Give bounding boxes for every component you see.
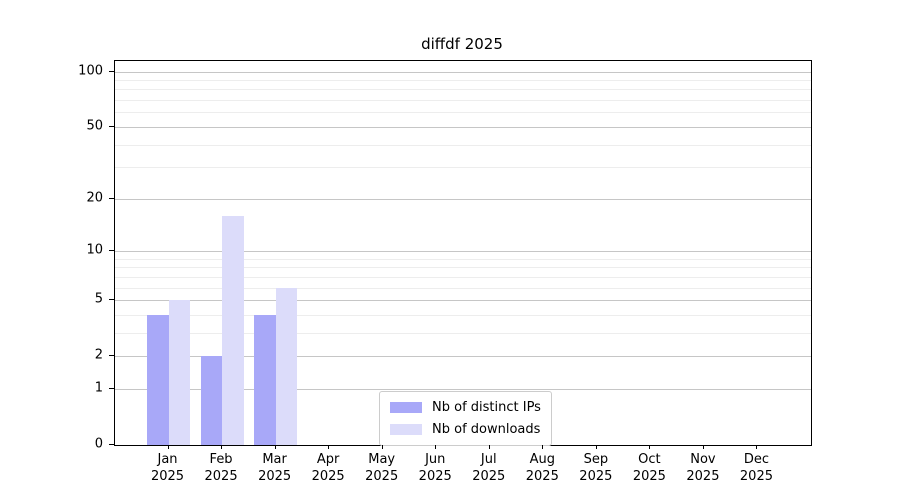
minor-gridline (115, 314, 811, 316)
bar-distinct-ips (254, 314, 276, 445)
minor-gridline (115, 287, 811, 289)
y-tick-label: 50 (86, 118, 103, 134)
x-tick-year: 2025 (686, 469, 720, 484)
legend-label: Nb of distinct IPs (432, 400, 541, 415)
x-tick-year: 2025 (150, 469, 185, 484)
minor-gridline (115, 276, 811, 278)
x-tick-year: 2025 (365, 469, 399, 484)
x-tick-year: 2025 (418, 469, 452, 484)
minor-gridline (115, 332, 811, 334)
bar-downloads (168, 300, 191, 445)
legend-label: Nb of downloads (432, 422, 541, 437)
minor-gridline (115, 80, 811, 82)
bar-downloads (222, 215, 244, 445)
x-tick-mark (328, 445, 330, 449)
y-tick-mark (109, 197, 114, 199)
y-tick-label: 20 (86, 190, 103, 206)
major-gridline (115, 71, 811, 73)
x-tick-mark (274, 445, 276, 449)
x-tick-label: Jul 2025 (459, 451, 519, 485)
major-gridline (115, 356, 811, 358)
major-gridline (115, 126, 811, 128)
y-tick-label: 0 (94, 436, 103, 452)
legend-swatch (390, 424, 422, 435)
x-tick-mark (756, 445, 758, 449)
y-tick-mark (109, 249, 114, 251)
bar-distinct-ips (200, 356, 223, 445)
x-tick-label: Apr 2025 (298, 451, 358, 485)
minor-gridline (115, 89, 811, 91)
legend-entry: Nb of distinct IPs (390, 400, 541, 415)
x-tick-mark (381, 445, 383, 449)
minor-gridline (115, 112, 811, 114)
x-tick-mark (649, 445, 651, 449)
y-tick-mark (109, 70, 114, 72)
x-tick-year: 2025 (579, 469, 613, 484)
x-tick-label: Oct 2025 (619, 451, 679, 485)
x-tick-year: 2025 (632, 469, 666, 484)
x-tick-mark (488, 445, 490, 449)
y-tick-mark (109, 299, 114, 301)
plot-area: Nb of distinct IPs Nb of downloads (114, 60, 812, 446)
x-tick-year: 2025 (204, 469, 238, 484)
y-tick-label: 1 (94, 380, 103, 396)
legend: Nb of distinct IPs Nb of downloads (379, 391, 552, 446)
minor-gridline (115, 100, 811, 102)
y-tick-mark (109, 387, 114, 389)
major-gridline (115, 388, 811, 390)
x-tick-mark (702, 445, 704, 449)
legend-swatch (390, 402, 422, 413)
x-tick-label: Mar 2025 (245, 451, 305, 485)
x-tick-mark (542, 445, 544, 449)
x-tick-label: Jan 2025 (138, 451, 198, 485)
y-tick-mark (109, 125, 114, 127)
x-tick-label: Aug 2025 (512, 451, 572, 485)
x-tick-mark (435, 445, 437, 449)
x-tick-mark (167, 445, 169, 449)
y-tick-label: 5 (94, 291, 103, 307)
major-gridline (115, 300, 811, 302)
minor-gridline (115, 258, 811, 260)
x-tick-label: Dec 2025 (726, 451, 786, 485)
minor-gridline (115, 167, 811, 169)
x-tick-year: 2025 (311, 469, 345, 484)
x-tick-mark (595, 445, 597, 449)
minor-gridline (115, 144, 811, 146)
bar-downloads (275, 287, 298, 445)
x-tick-label: Sep 2025 (566, 451, 626, 485)
x-tick-label: May 2025 (352, 451, 412, 485)
chart-title: diffdf 2025 (421, 35, 503, 53)
y-tick-label: 100 (78, 63, 103, 79)
y-tick-mark (109, 444, 114, 445)
bar-distinct-ips (147, 314, 169, 445)
y-tick-mark (109, 355, 114, 357)
x-tick-label: Jun 2025 (405, 451, 465, 485)
x-tick-label: Nov 2025 (673, 451, 733, 485)
x-tick-label: Feb 2025 (191, 451, 251, 485)
x-tick-year: 2025 (525, 469, 559, 484)
x-tick-year: 2025 (739, 469, 773, 484)
x-tick-year: 2025 (472, 469, 506, 484)
major-gridline (115, 250, 811, 252)
x-tick-mark (221, 445, 223, 449)
y-tick-label: 10 (86, 242, 103, 258)
y-tick-label: 2 (94, 347, 103, 363)
major-gridline (115, 198, 811, 200)
minor-gridline (115, 267, 811, 269)
legend-entry: Nb of downloads (390, 422, 541, 437)
x-tick-year: 2025 (258, 469, 292, 484)
